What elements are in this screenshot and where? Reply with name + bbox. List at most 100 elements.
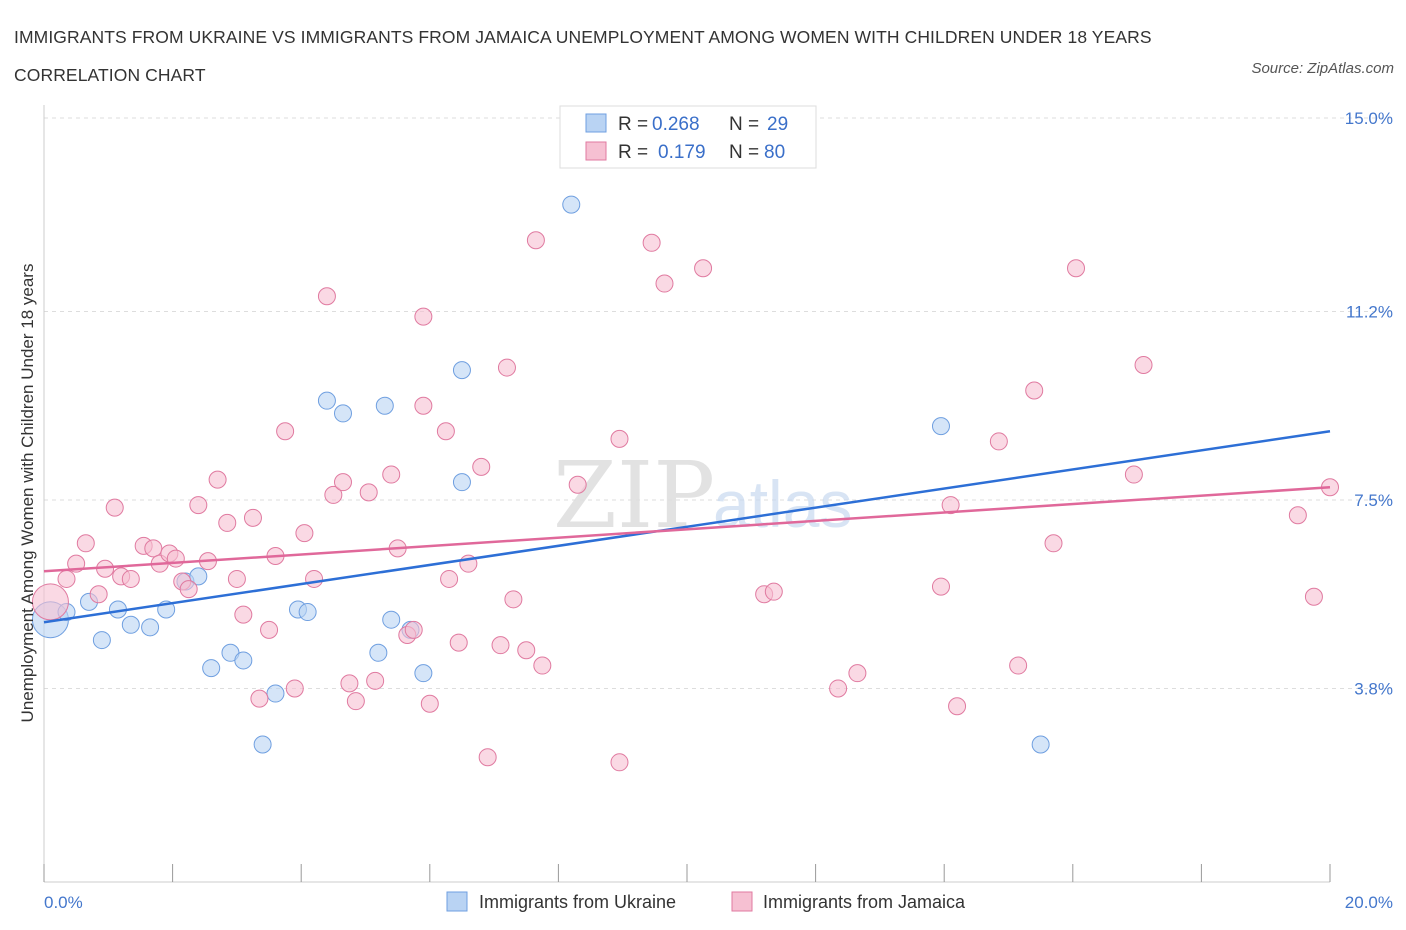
- data-point: [234, 605, 253, 624]
- data-point: [253, 735, 272, 754]
- data-point: [764, 582, 783, 601]
- data-point: [366, 671, 385, 690]
- data-point: [497, 358, 516, 377]
- data-point: [491, 636, 510, 655]
- trend-layer: [43, 430, 1331, 624]
- data-point: [1031, 735, 1050, 754]
- data-point: [250, 689, 269, 708]
- data-point: [234, 651, 253, 670]
- data-point: [414, 664, 433, 683]
- data-point: [189, 496, 208, 515]
- data-point: [931, 577, 950, 596]
- stats-n-value-ukraine: 29: [767, 114, 788, 135]
- y-tick-label: 15.0%: [1345, 109, 1393, 128]
- x-tick-label-end: 20.0%: [1345, 893, 1393, 912]
- data-point: [266, 684, 285, 703]
- data-point: [369, 643, 388, 662]
- data-point: [1288, 506, 1307, 525]
- data-point: [642, 233, 661, 252]
- legend-label-jamaica: Immigrants from Jamaica: [763, 892, 966, 912]
- data-point: [243, 508, 262, 527]
- data-point: [1134, 356, 1153, 375]
- data-point: [105, 498, 124, 517]
- watermark: ZIP atlas: [553, 442, 852, 549]
- data-point: [526, 231, 545, 250]
- y-tick-label: 11.2%: [1346, 303, 1393, 322]
- data-point: [144, 539, 163, 558]
- data-point: [141, 618, 160, 637]
- stats-swatch-jamaica: [585, 141, 607, 161]
- data-point: [375, 396, 394, 415]
- watermark-atlas: atlas: [713, 467, 852, 541]
- data-point: [848, 664, 867, 683]
- data-point: [382, 610, 401, 629]
- data-point: [948, 697, 967, 716]
- data-point: [655, 274, 674, 293]
- data-point: [31, 583, 69, 621]
- data-point: [931, 417, 950, 436]
- stats-swatch-ukraine: [585, 113, 607, 133]
- data-point: [227, 569, 246, 588]
- data-point: [333, 404, 352, 423]
- data-point: [414, 396, 433, 415]
- data-point: [121, 615, 140, 634]
- data-point: [420, 694, 439, 713]
- data-point: [829, 679, 848, 698]
- stats-r-value-ukraine: 0.268: [652, 114, 700, 135]
- data-point: [1067, 259, 1086, 278]
- data-point: [414, 307, 433, 326]
- data-point: [449, 633, 468, 652]
- data-point: [452, 473, 471, 492]
- data-point: [121, 569, 140, 588]
- data-point: [189, 567, 208, 586]
- watermark-zip: ZIP: [553, 442, 715, 549]
- x-ticks: [43, 864, 1331, 882]
- data-point: [89, 585, 108, 604]
- data-point: [610, 753, 629, 772]
- legend-swatch-jamaica: [731, 891, 753, 912]
- data-point: [404, 620, 423, 639]
- trend-line-ukraine: [43, 430, 1331, 624]
- data-point: [202, 659, 221, 678]
- trend-line-jamaica: [43, 486, 1331, 573]
- data-point: [260, 620, 279, 639]
- data-point: [218, 513, 237, 532]
- chart-title: IMMIGRANTS FROM UKRAINE VS IMMIGRANTS FR…: [14, 27, 1152, 85]
- stats-r-value-jamaica: 0.179: [658, 142, 706, 163]
- data-point: [57, 569, 76, 588]
- series-points-jamaica: [31, 231, 1339, 772]
- stats-r-label-jamaica: R =: [618, 142, 648, 163]
- legend-swatch-ukraine: [446, 891, 468, 912]
- data-point: [452, 361, 471, 380]
- y-tick-label: 7.5%: [1354, 491, 1393, 510]
- data-point: [295, 524, 314, 543]
- data-point: [440, 569, 459, 588]
- data-point: [76, 534, 95, 553]
- stats-n-label-ukraine: N =: [729, 114, 759, 135]
- data-point: [305, 569, 324, 588]
- data-point: [989, 432, 1008, 451]
- data-point: [1304, 587, 1323, 606]
- data-point: [610, 429, 629, 448]
- data-point: [324, 485, 343, 504]
- data-point: [562, 195, 581, 214]
- data-point: [694, 259, 713, 278]
- data-point: [359, 483, 378, 502]
- data-point: [1124, 465, 1143, 484]
- stats-r-label-ukraine: R =: [618, 114, 648, 135]
- data-point: [340, 674, 359, 693]
- stats-legend: R = 0.268 N = 29 R = 0.179 N = 80: [559, 105, 817, 169]
- data-point: [382, 465, 401, 484]
- chart-source: Source: ZipAtlas.com: [1251, 60, 1394, 77]
- data-point: [436, 422, 455, 441]
- data-point: [346, 692, 365, 711]
- series-legend: Immigrants from Ukraine Immigrants from …: [446, 891, 966, 912]
- y-axis-labels: 3.8% 7.5% 11.2% 15.0%: [1345, 109, 1393, 698]
- data-point: [285, 679, 304, 698]
- data-point: [179, 580, 198, 599]
- data-point: [568, 475, 587, 494]
- y-axis-title: Unemployment Among Women with Children U…: [18, 264, 37, 723]
- gridlines: [44, 117, 1393, 689]
- data-point: [941, 496, 960, 515]
- data-point: [317, 391, 336, 410]
